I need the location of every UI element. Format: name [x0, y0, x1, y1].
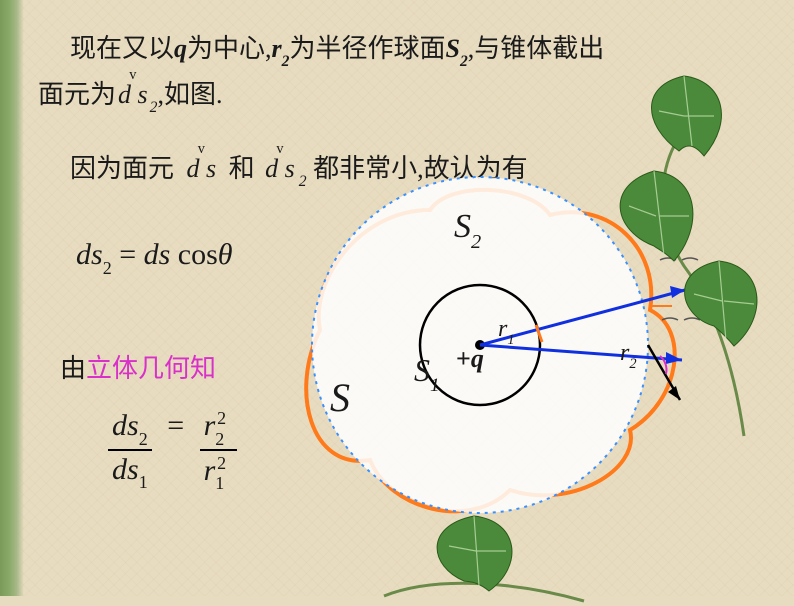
ivy-leaves-decoration [584, 66, 794, 446]
label-plus-q: +q [456, 344, 484, 374]
leaf-bottom-decoration [374, 486, 594, 606]
label-r1: r1 [498, 316, 515, 347]
label-S1: S1 [414, 352, 440, 394]
label-S: S [330, 374, 350, 421]
